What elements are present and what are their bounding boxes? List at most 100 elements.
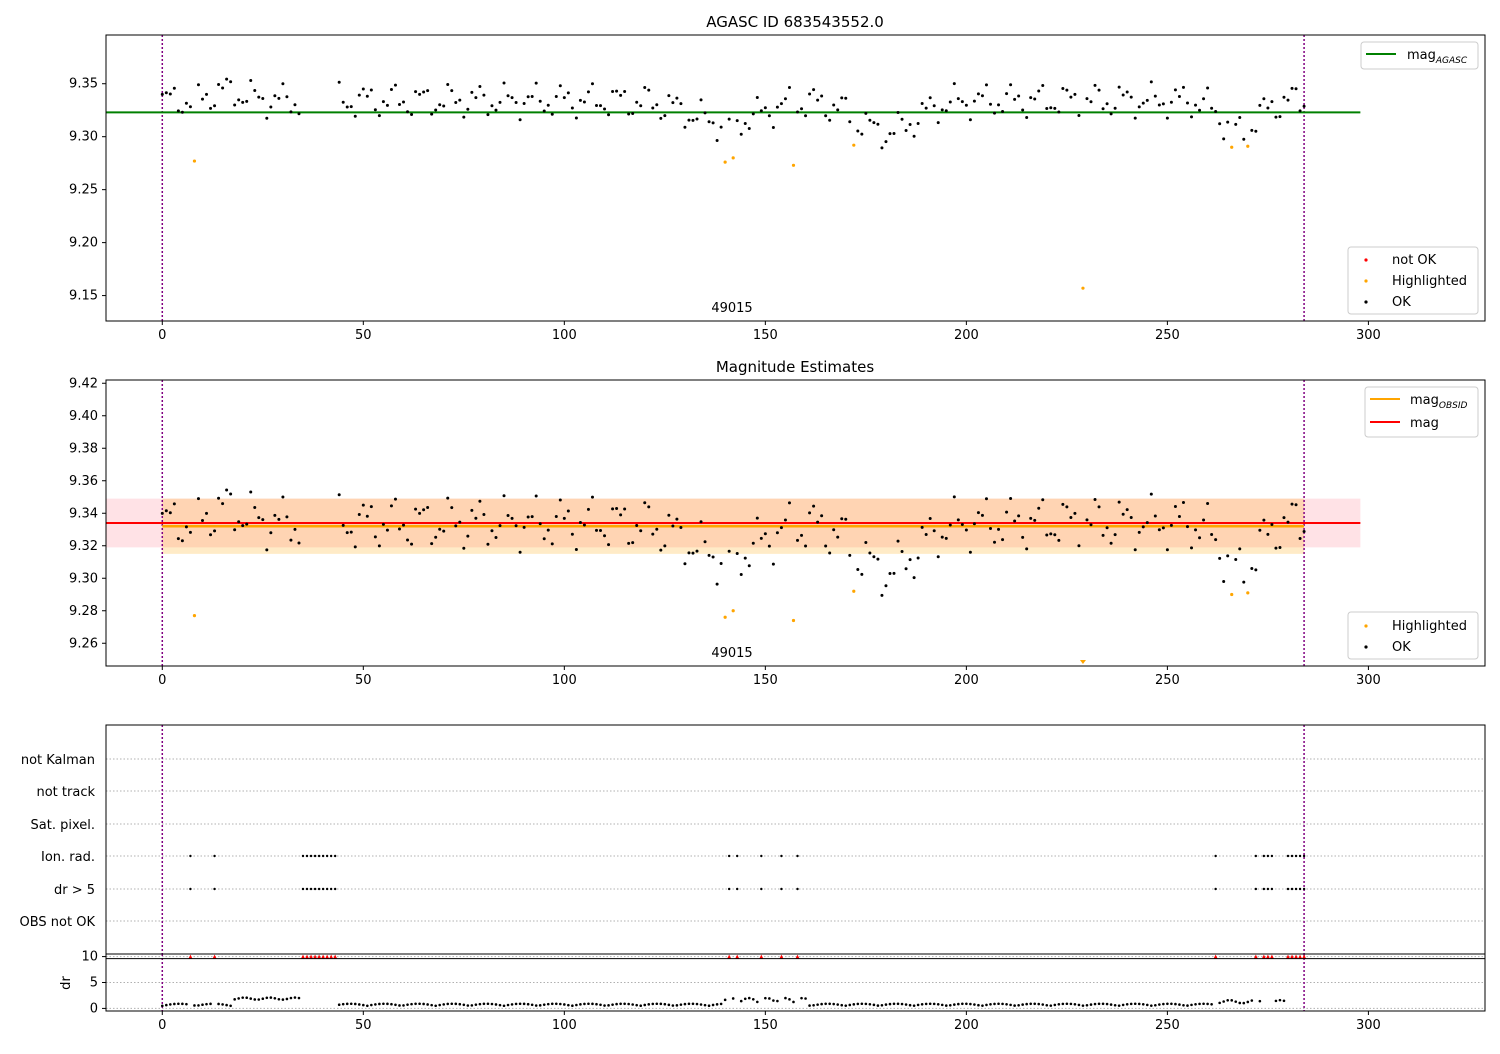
dr-point [739, 999, 743, 1003]
dr-point [474, 1003, 478, 1006]
dr-point [1057, 1002, 1061, 1006]
ok-point [1125, 90, 1129, 94]
ok-point [824, 544, 828, 548]
ok-point [353, 545, 357, 549]
ok-point [474, 96, 478, 100]
x-tick-label: 100 [552, 328, 577, 343]
ok-point [462, 546, 466, 550]
highlighted-point [192, 159, 197, 163]
dr-point [1093, 1002, 1097, 1006]
dr-point [434, 1004, 437, 1008]
dr-point [981, 1004, 984, 1007]
dr-point [1041, 1003, 1045, 1006]
panel-agasc-legend-lower: not OK Highlighted OK [1347, 246, 1479, 315]
ok-point [623, 90, 627, 94]
ok-point [976, 511, 980, 515]
ok-point [522, 525, 526, 529]
ok-point [787, 501, 791, 505]
ok-point [739, 132, 743, 136]
ok-point [884, 584, 888, 588]
ok-point [1190, 115, 1194, 119]
dr-point [382, 1002, 385, 1006]
ok-point [418, 92, 422, 96]
ok-point [868, 118, 872, 122]
ok-point [932, 104, 936, 108]
ok-point [253, 89, 257, 93]
flag-point [325, 854, 329, 858]
ok-point [188, 105, 192, 109]
dr-point [1218, 1001, 1221, 1005]
ok-point [446, 82, 450, 86]
y-tick-label: 9.25 [69, 183, 98, 198]
ok-point [377, 114, 381, 118]
dr-point [856, 1002, 860, 1006]
panel-magnitude-title: Magnitude Estimates [716, 358, 874, 376]
dr-point [378, 1002, 381, 1006]
ok-point [848, 120, 852, 124]
dr-point [940, 1003, 944, 1007]
ok-point [402, 100, 406, 104]
ok-point [936, 555, 940, 559]
ok-point [876, 557, 880, 561]
highlighted-point [731, 156, 735, 160]
ok-point [1270, 100, 1274, 104]
ok-point [176, 109, 180, 113]
x-tick-label: 100 [552, 1018, 577, 1033]
ok-point [293, 103, 297, 107]
dr-point [1061, 1002, 1065, 1006]
ok-point [619, 513, 623, 517]
ok-point [442, 529, 446, 533]
dr-capped-point [1294, 954, 1299, 959]
flag-label-not-kalman: not Kalman [21, 753, 95, 768]
x-tick-label: 300 [1356, 673, 1381, 688]
dr-point [920, 1003, 924, 1006]
dr-point [1158, 1003, 1161, 1006]
dr-point [671, 1004, 675, 1007]
dr-point [1206, 1002, 1209, 1006]
dr-point [655, 1002, 659, 1006]
dr-point [1141, 1002, 1145, 1006]
ok-point [438, 527, 442, 531]
dr-point [1017, 1003, 1020, 1007]
ok-point [675, 517, 679, 521]
ok-point [952, 82, 956, 86]
ok-point [836, 108, 840, 112]
dr-point [559, 1002, 562, 1006]
dr-point [892, 1002, 896, 1006]
ok-point [341, 100, 345, 104]
dr-point [788, 998, 791, 1001]
ok-point [928, 96, 932, 100]
ok-point [393, 83, 397, 87]
ok-point [824, 114, 828, 118]
ok-point [546, 528, 550, 532]
flag-point [1294, 887, 1298, 891]
ok-point [566, 91, 570, 95]
ok-point [940, 535, 944, 539]
dr-point [249, 997, 253, 1000]
ok-point [506, 94, 510, 98]
ok-point [249, 490, 253, 494]
ok-point [751, 541, 755, 545]
ok-point [590, 495, 594, 499]
flag-point [1290, 887, 1294, 891]
dr-point [1162, 1002, 1165, 1006]
ok-point [273, 513, 277, 517]
flag-point [1214, 887, 1217, 891]
x-tick-label: 200 [954, 1018, 979, 1033]
dr-axis-label: dr [59, 976, 74, 990]
ok-point [667, 513, 671, 517]
dr-point [297, 996, 301, 1000]
ok-point [594, 528, 598, 532]
ok-point [245, 522, 249, 526]
flag-label-sat-pixel: Sat. pixel. [31, 818, 95, 833]
ok-point [940, 108, 944, 112]
flag-label-dr-gt-5: dr > 5 [54, 883, 95, 898]
ok-point [960, 523, 964, 527]
panel-agasc-legend-upper: magAGASC [1360, 41, 1479, 70]
ok-point [1129, 95, 1133, 99]
dr-point [756, 1000, 759, 1004]
dr-point [490, 1002, 494, 1006]
y-tick-label: 9.15 [69, 289, 98, 304]
dr-point [1198, 1002, 1201, 1006]
ok-point [1149, 492, 1153, 496]
